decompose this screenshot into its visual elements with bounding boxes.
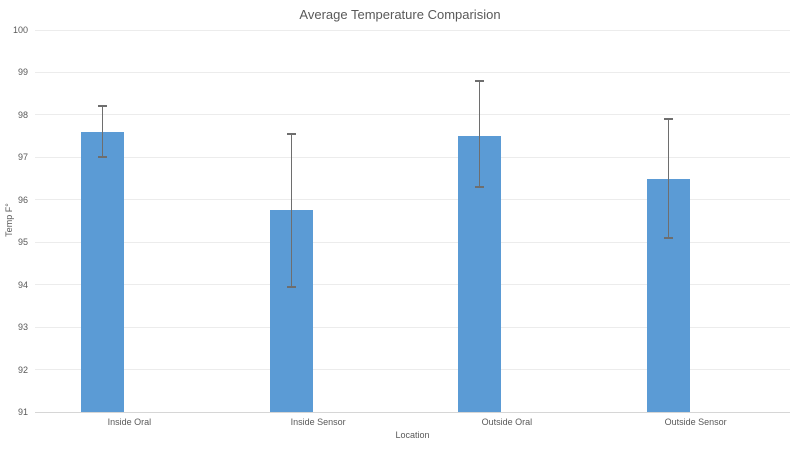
y-tick-label: 95 [17,237,28,248]
chart-title: Average Temperature Comparision [299,7,501,22]
error-bar-cap-bottom [664,236,674,239]
y-tick-label: 93 [17,322,28,333]
error-bar-line [479,80,481,188]
y-tick-label: 99 [17,67,28,78]
gridline [35,156,790,158]
gridline [35,284,790,286]
x-axis-line [35,412,790,413]
gridline [35,241,790,243]
x-tick-label: Inside Oral [107,417,152,427]
x-tick-label: Inside Sensor [290,417,346,427]
error-bar-cap-bottom [97,156,107,159]
error-bar-cap-top [475,79,485,82]
gridline [35,199,790,201]
gridline [35,29,790,31]
gridline [35,114,790,116]
y-tick-label: 97 [17,152,28,163]
gridline [35,71,790,73]
error-bar-cap-top [664,118,674,121]
x-tick-label: Outside Sensor [664,417,727,427]
gridline [35,369,790,371]
y-tick-label: 98 [17,109,28,120]
y-tick-label: 91 [17,407,28,417]
error-bar-line [290,133,292,287]
error-bar-cap-bottom [286,285,296,288]
x-tick-label: Outside Oral [481,417,533,427]
error-bar-line [668,119,670,238]
y-tick-label: 96 [17,194,28,205]
y-tick-label: 92 [17,364,28,375]
gridline [35,326,790,328]
error-bar-cap-top [97,105,107,108]
bar-inside-oral [80,131,124,412]
x-axis-title: Location [395,430,430,440]
y-axis-title: Temp F° [4,203,14,237]
y-tick-label: 100 [12,25,28,35]
error-bar-cap-bottom [475,186,485,189]
y-tick-label: 94 [17,279,28,290]
error-bar-cap-top [286,132,296,135]
error-bar-line [101,106,103,158]
